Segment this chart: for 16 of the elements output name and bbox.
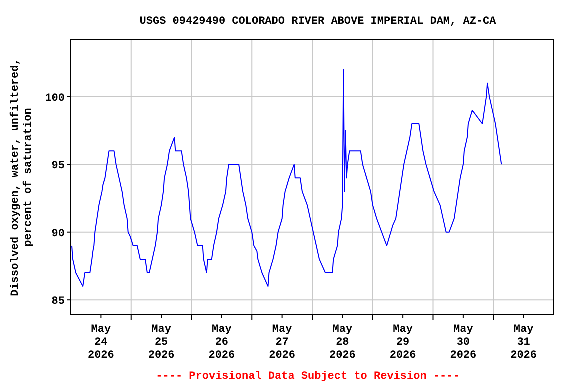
x-tick-label: May 26 2026 (208, 324, 236, 362)
line-series (72, 69, 502, 288)
chart-title: USGS 09429490 COLORADO RIVER ABOVE IMPERIAL DAM, AZ-CA (140, 16, 497, 28)
y-axis-title: Dissolved oxygen, water, unfiltered, percent of saturation (9, 58, 35, 296)
y-tick-label: 90 (52, 228, 65, 240)
x-tick-label: May 27 2026 (269, 324, 296, 362)
y-tick-label: 85 (52, 296, 66, 308)
x-tick-label: May 25 2026 (148, 324, 175, 362)
text: ---- Provisional Data Subject to Revision ---- (156, 371, 460, 383)
x-tick-label: May 30 2026 (450, 324, 477, 362)
x-tick-label: May 29 2026 (390, 324, 416, 362)
y-tick-label: 95 (52, 160, 66, 173)
y-tick-label: 100 (45, 92, 65, 105)
x-tick-label: May 24 2026 (88, 324, 114, 362)
x-tick-label: May 28 2026 (329, 324, 356, 362)
x-tick-label: May 31 2026 (510, 324, 538, 362)
